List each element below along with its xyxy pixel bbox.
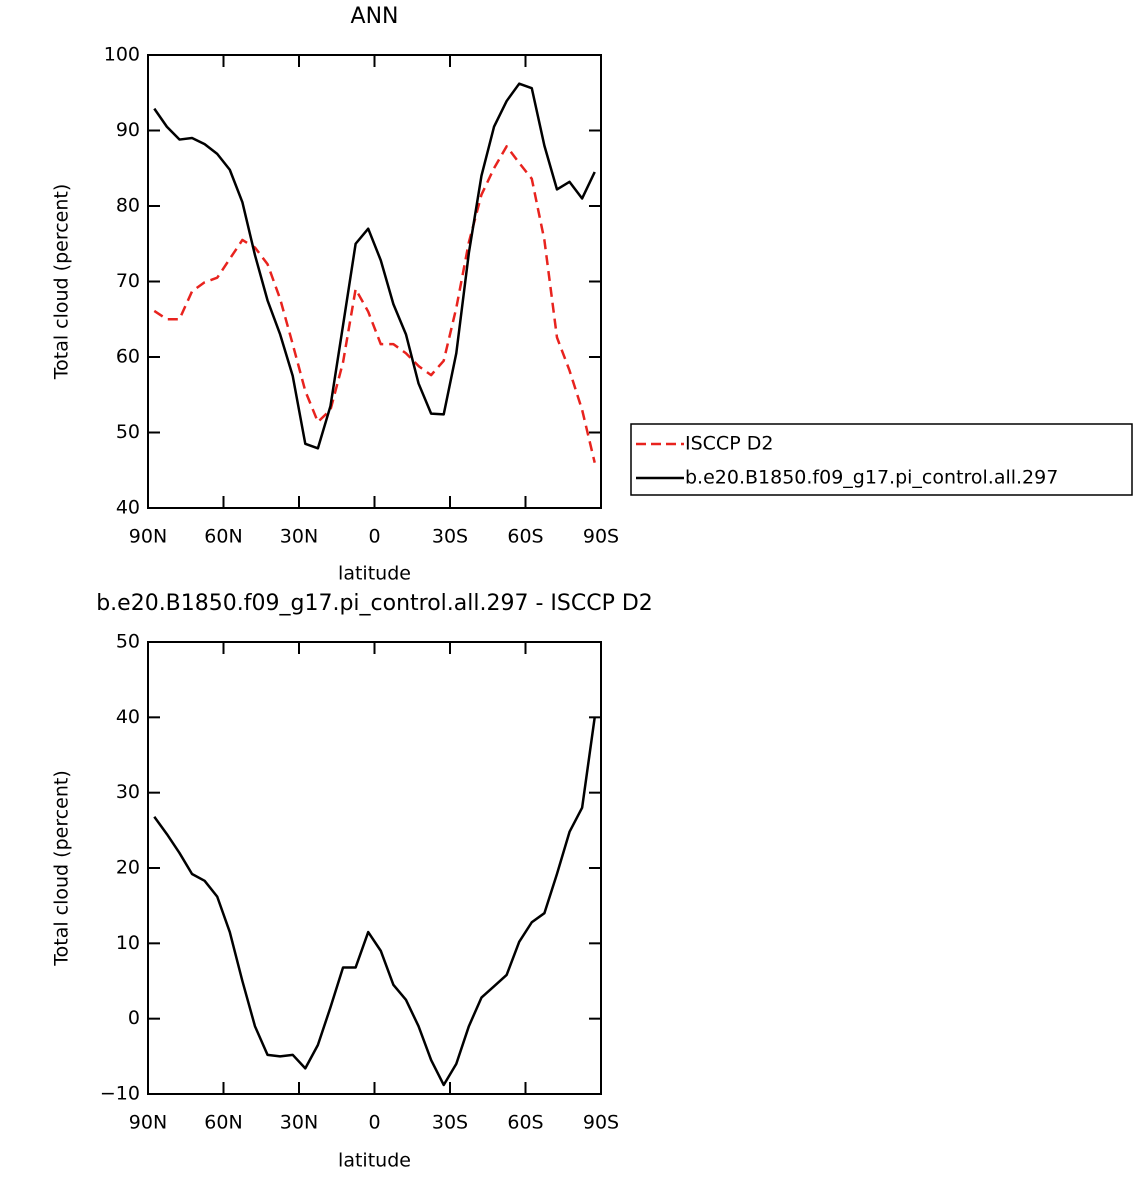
y-tick-label: 30	[116, 781, 140, 803]
y-tick-label: 40	[116, 706, 140, 728]
x-tick-label: 60N	[204, 1112, 242, 1134]
y-tick-label: 70	[116, 270, 140, 292]
data-line	[153, 145, 596, 463]
y-tick-label: 90	[116, 119, 140, 141]
y-tick-label: 10	[116, 932, 140, 954]
x-tick-label: 90N	[129, 526, 167, 548]
x-tick-label: 30N	[280, 1112, 318, 1134]
legend: ISCCP D2 b.e20.B1850.f09_g17.pi_control.a…	[630, 423, 1133, 496]
data-line	[153, 717, 596, 1087]
data-line	[153, 82, 596, 450]
x-tick-label: 90N	[129, 1112, 167, 1134]
y-axis-label: Total cloud (percent)	[51, 184, 73, 381]
x-tick-label: 30S	[432, 526, 468, 548]
plot-frame	[147, 641, 602, 1095]
y-tick-label: 50	[116, 421, 140, 443]
y-tick-label: 80	[116, 195, 140, 217]
y-tick-label: 60	[116, 346, 140, 368]
y-tick-label: 100	[104, 44, 140, 66]
legend-label: b.e20.B1850.f09_g17.pi_control.all.297	[685, 467, 1058, 489]
x-tick-label: 60N	[204, 526, 242, 548]
x-axis-label: latitude	[338, 1150, 411, 1172]
y-tick-label: 40	[116, 497, 140, 519]
y-tick-label: −10	[100, 1083, 140, 1105]
plot-frame	[147, 54, 602, 509]
x-tick-label: 30S	[432, 1112, 468, 1134]
x-tick-label: 60S	[507, 1112, 543, 1134]
x-tick-label: 90S	[583, 1112, 619, 1134]
x-tick-label: 90S	[583, 526, 619, 548]
x-axis-label: latitude	[338, 563, 411, 585]
x-tick-label: 60S	[507, 526, 543, 548]
y-tick-label: 20	[116, 857, 140, 879]
x-tick-label: 0	[368, 1112, 380, 1134]
y-axis-label: Total cloud (percent)	[51, 770, 73, 967]
y-tick-label: 0	[128, 1007, 140, 1029]
x-tick-label: 30N	[280, 526, 318, 548]
chart-title: b.e20.B1850.f09_g17.pi_control.all.297 -…	[96, 591, 653, 616]
y-tick-label: 50	[116, 631, 140, 653]
x-tick-label: 0	[368, 526, 380, 548]
legend-label: ISCCP D2	[685, 433, 773, 455]
legend-box	[630, 423, 1133, 496]
chart-title: ANN	[351, 4, 399, 29]
